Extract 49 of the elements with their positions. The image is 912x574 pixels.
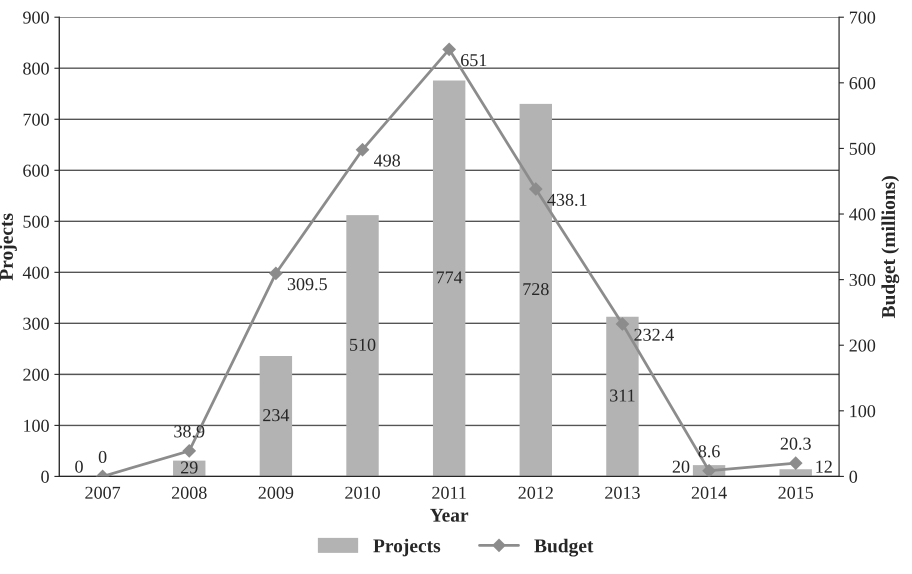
- data-label: 438.1: [547, 194, 586, 206]
- y-tick-label: 100: [24, 420, 49, 432]
- x-tick-label: 2011: [432, 486, 466, 499]
- y-tick-label: 500: [24, 216, 49, 228]
- y-tick-label: 900: [23, 11, 49, 24]
- x-tick-label: 2013: [605, 486, 640, 499]
- data-label: 20.3: [780, 438, 811, 450]
- data-label: 510: [350, 338, 376, 351]
- legend-label: Projects: [373, 538, 440, 556]
- y2-tick-label: 500: [850, 142, 876, 155]
- y2-tick-label: 200: [850, 339, 876, 352]
- x-tick-label: 2010: [345, 486, 380, 499]
- data-label: 234: [263, 409, 290, 422]
- y2-tick-label: 700: [850, 11, 876, 24]
- y-tick-label: 0: [41, 470, 49, 483]
- y-tick-label: 200: [23, 368, 49, 381]
- data-label: 8.6: [698, 445, 720, 458]
- y2-tick-label: 400: [849, 208, 876, 220]
- x-tick-label: 2007: [85, 486, 120, 499]
- y-tick-label: 600: [23, 164, 49, 177]
- data-label: 774: [436, 271, 462, 284]
- data-label: 29: [181, 461, 198, 474]
- y2-axis-title: Budget (millions): [881, 176, 900, 318]
- x-tick-label: 2009: [258, 486, 294, 499]
- x-axis-title: Year: [430, 508, 468, 522]
- data-label: 498: [374, 154, 400, 167]
- data-label: 311: [610, 389, 635, 402]
- x-tick-label: 2008: [172, 486, 207, 499]
- y2-tick-label: 600: [850, 77, 876, 90]
- x-tick-label: 2012: [518, 486, 553, 499]
- y2-tick-label: 100: [850, 405, 876, 418]
- data-label: 0: [75, 460, 83, 473]
- legend-label: Budget: [534, 538, 594, 556]
- data-label: 232.4: [634, 328, 674, 341]
- y-tick-label: 400: [22, 266, 49, 279]
- y-tick-label: 700: [24, 114, 49, 126]
- data-label: 728: [523, 283, 549, 296]
- y-tick-label: 300: [23, 318, 49, 330]
- y2-tick-label: 0: [849, 470, 858, 483]
- data-label: 20: [672, 460, 690, 473]
- data-label: 12: [816, 460, 832, 473]
- data-label: 38.9: [174, 425, 204, 438]
- y-tick-label: 800: [23, 62, 49, 75]
- x-tick-label: 2014: [692, 486, 727, 499]
- data-label: 0: [98, 450, 106, 464]
- x-tick-label: 2015: [778, 486, 814, 499]
- y2-tick-label: 300: [850, 274, 876, 286]
- data-label: 309.5: [288, 278, 327, 290]
- data-label: 651: [461, 54, 486, 66]
